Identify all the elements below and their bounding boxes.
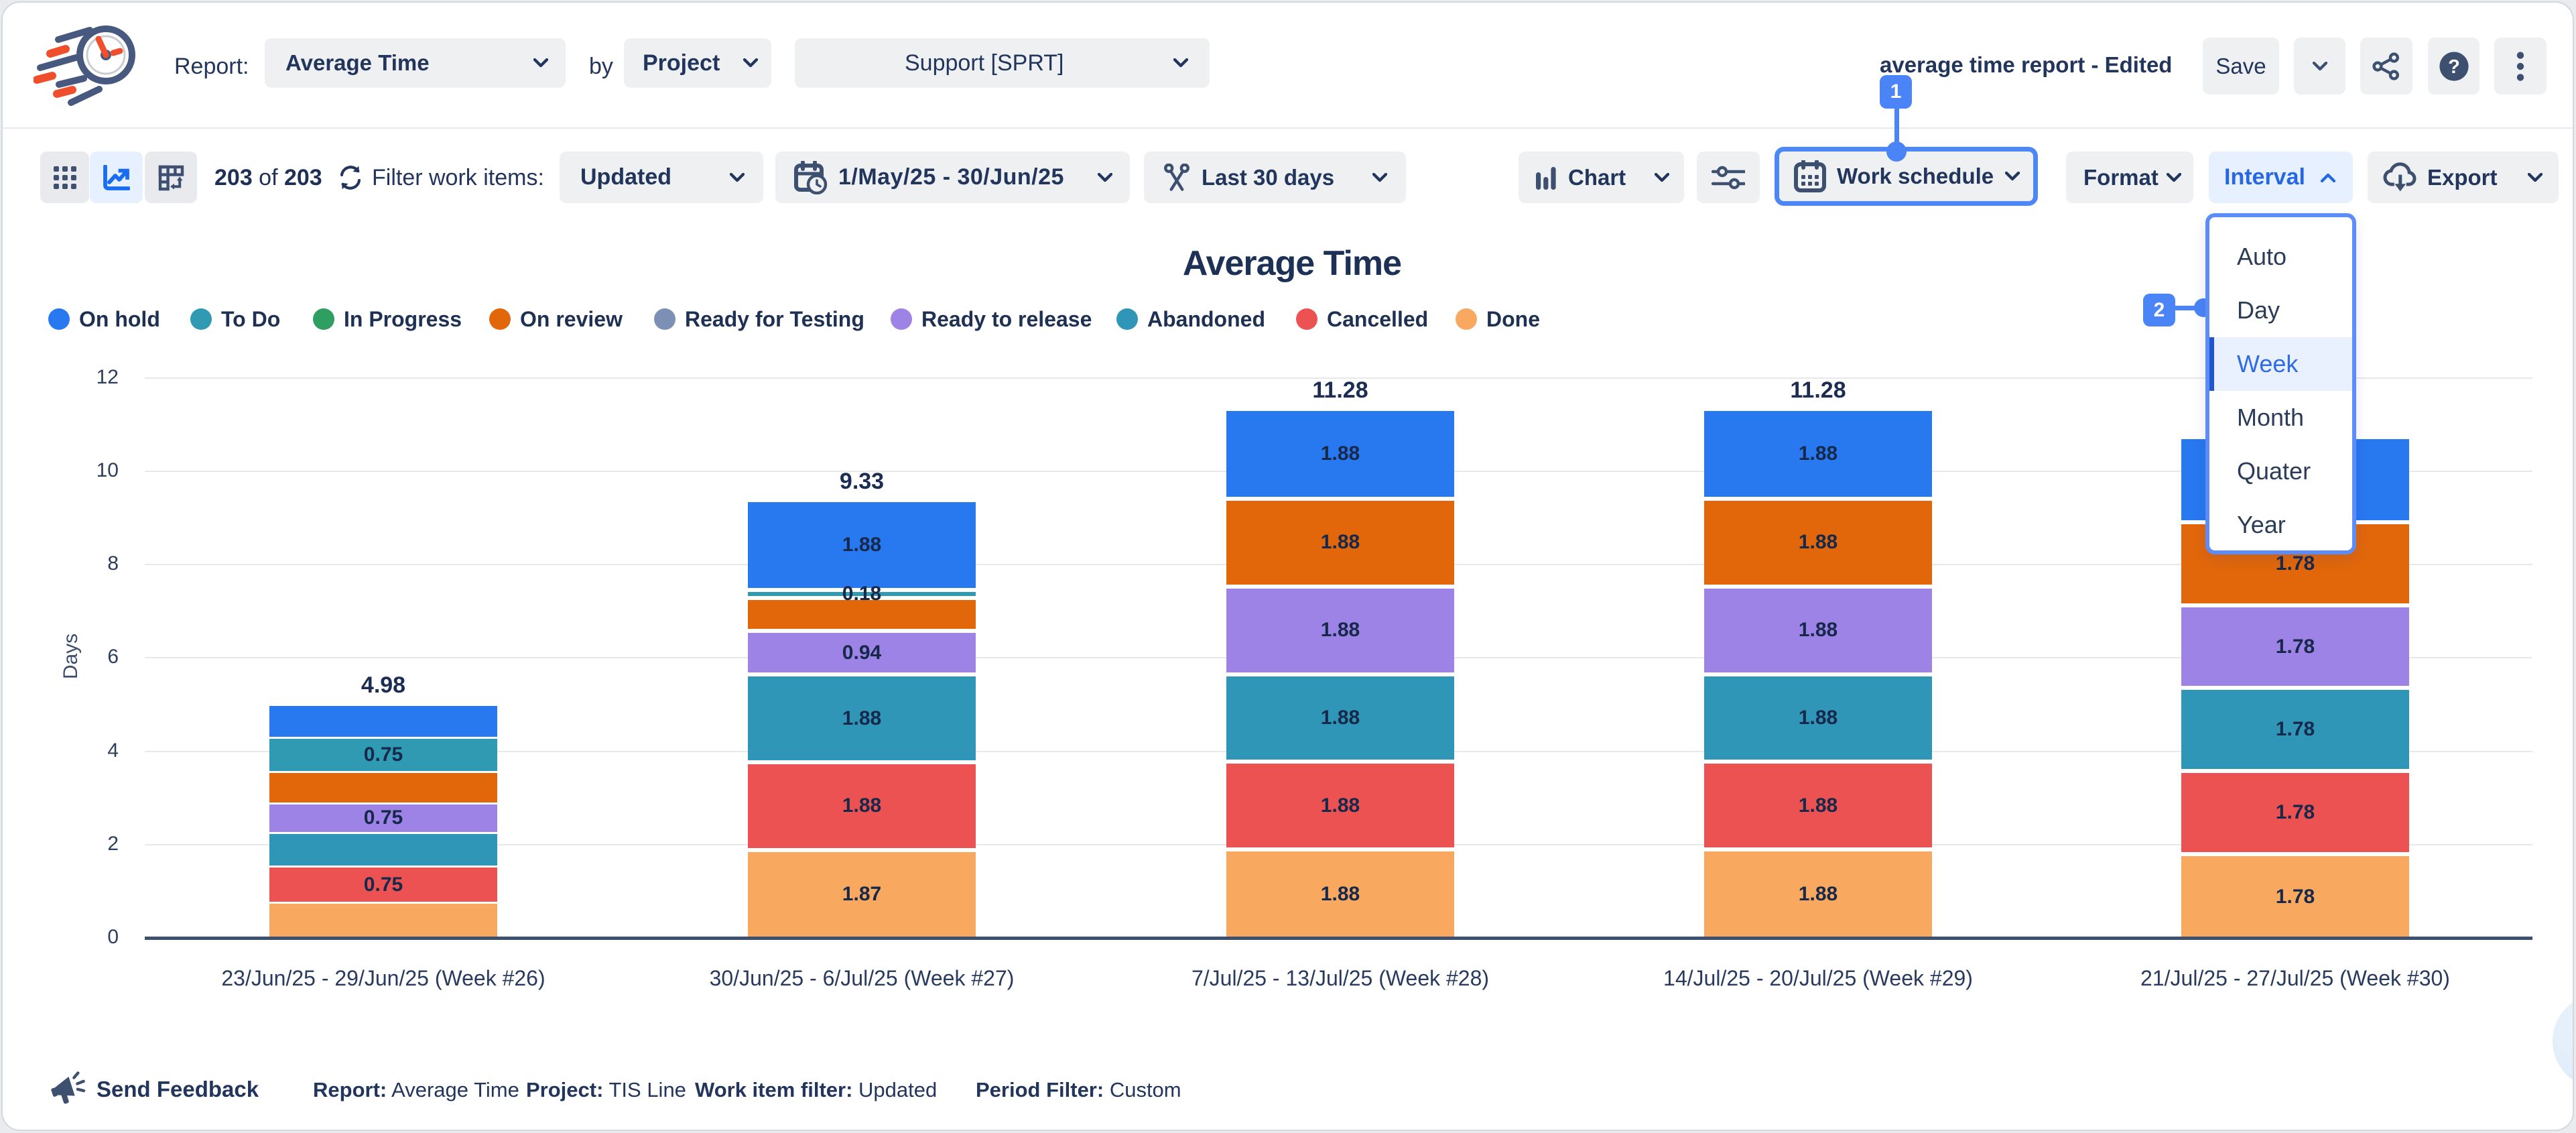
svg-text:?: ? — [2448, 56, 2460, 78]
